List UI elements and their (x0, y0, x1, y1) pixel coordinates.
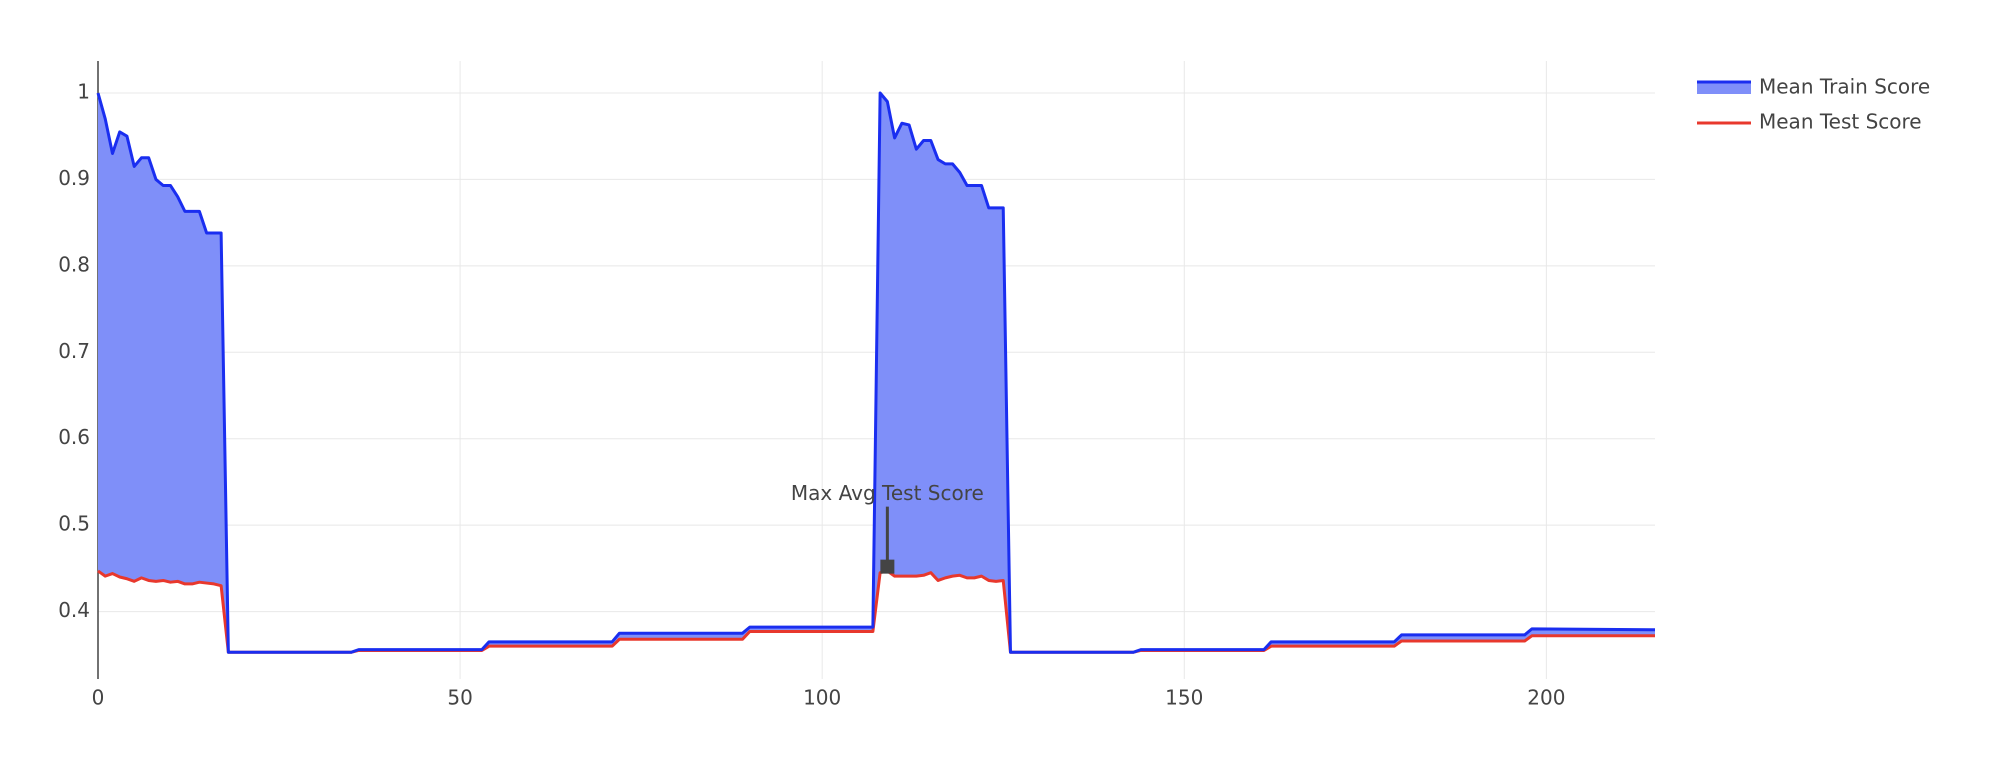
legend-swatch-fill (1697, 82, 1751, 94)
y-tick-label: 0.9 (58, 166, 90, 190)
x-tick-label: 0 (92, 686, 105, 710)
series-line (96, 91, 1656, 654)
x-tick-label: 200 (1527, 686, 1565, 710)
x-tick-label: 50 (447, 686, 472, 710)
y-tick-label: 0.6 (58, 425, 90, 449)
legend-label: Mean Test Score (1759, 110, 1922, 134)
legend-label: Mean Train Score (1759, 75, 1930, 99)
y-tick-label: 0.8 (58, 252, 90, 276)
y-tick-label: 0.5 (58, 512, 90, 536)
annotation-text: Max Avg Test Score (791, 481, 984, 505)
x-tick-label: 100 (803, 686, 841, 710)
annotation-marker (880, 559, 895, 574)
y-tick-label: 1 (77, 79, 90, 103)
y-tick-label: 0.4 (58, 598, 90, 622)
x-tick-label: 150 (1165, 686, 1203, 710)
y-tick-label: 0.7 (58, 339, 90, 363)
